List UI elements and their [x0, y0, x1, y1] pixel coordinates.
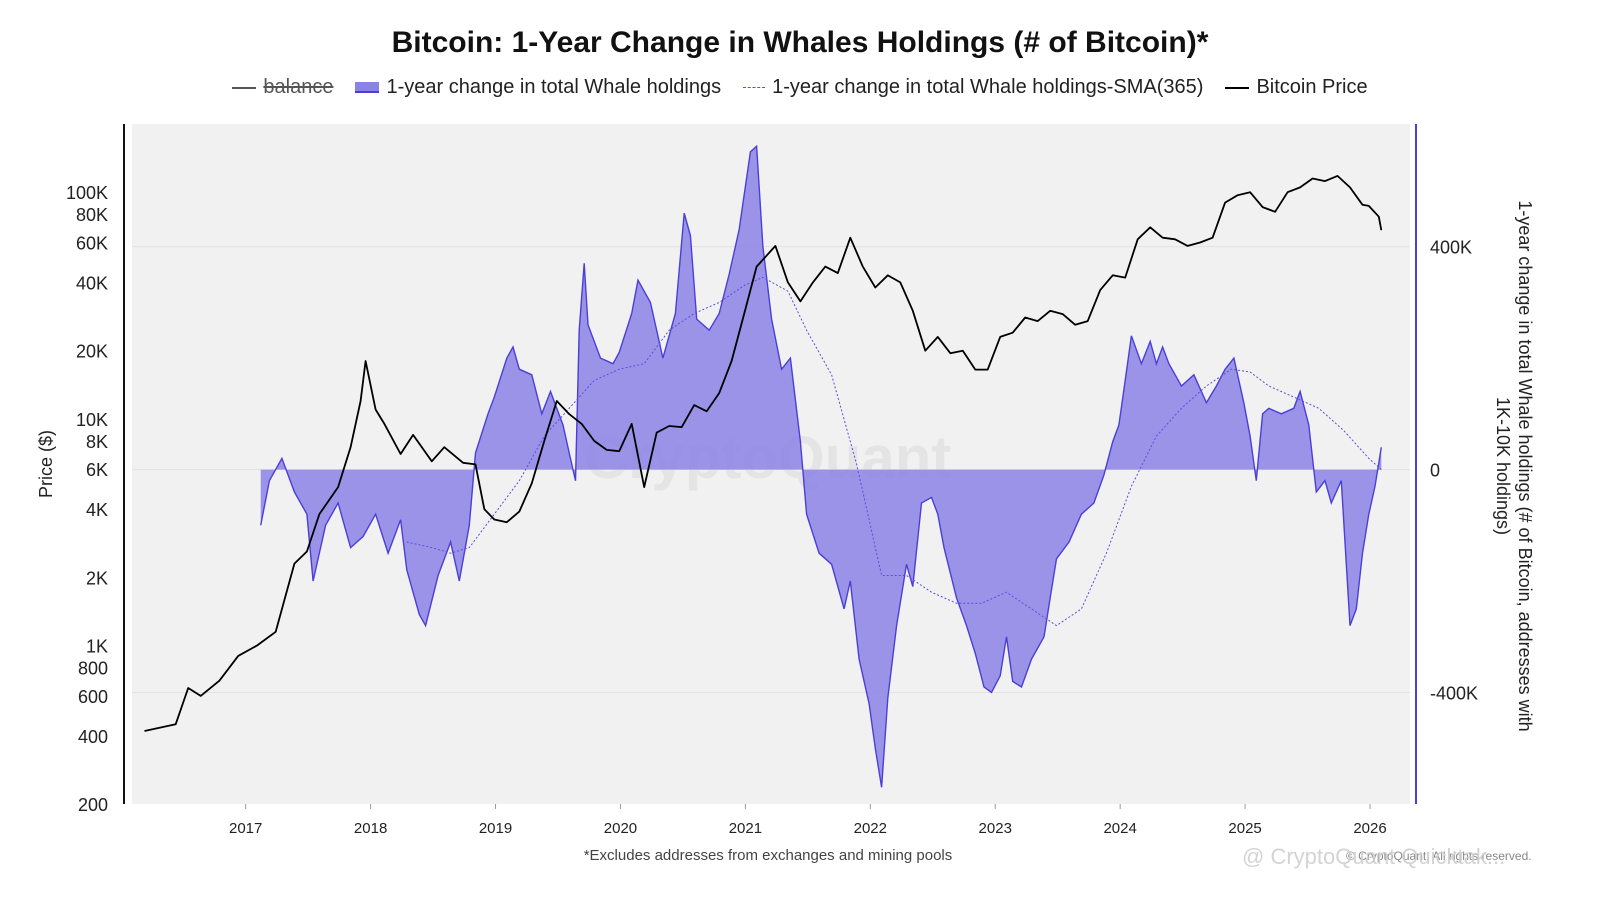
- left-tick-label: 600: [78, 687, 108, 707]
- left-tick-label: 20K: [76, 342, 108, 362]
- x-tick-label: 2017: [229, 820, 262, 837]
- left-tick-label: 4K: [86, 500, 108, 520]
- left-tick-label: 200: [78, 795, 108, 815]
- legend: balance 1-year change in total Whale hol…: [0, 76, 1600, 99]
- whale-change-line: [260, 144, 1382, 788]
- x-tick-label: 2022: [854, 820, 887, 837]
- x-tick-label: 2020: [604, 820, 637, 837]
- overlay-watermark: @ CryptoQuant Quicktak...: [1242, 844, 1505, 869]
- left-tick-label: 100K: [66, 183, 108, 203]
- left-tick-label: 80K: [76, 205, 108, 225]
- legend-item-whale-sma[interactable]: 1-year change in total Whale holdings-SM…: [743, 76, 1203, 99]
- left-tick-label: 8K: [86, 432, 108, 452]
- legend-label: 1-year change in total Whale holdings-SM…: [772, 76, 1204, 98]
- whale-sma-line: [406, 276, 1382, 627]
- left-tick-label: 2K: [86, 568, 108, 588]
- left-tick-label: 400: [78, 727, 108, 747]
- legend-swatch-line: [232, 86, 257, 89]
- bitcoin-price-line: [144, 174, 1383, 732]
- left-tick-label: 1K: [86, 637, 108, 657]
- left-tick-label: 800: [78, 659, 108, 679]
- legend-swatch-line: [1225, 86, 1250, 89]
- x-axis-ticks: 2017 2018 2019 2020 2021 2022 2023 2024 2025 2026: [229, 804, 1387, 837]
- copyright: © CryptoQuant. All rights reserved.: [1346, 849, 1532, 863]
- left-tick-label: 40K: [76, 273, 108, 293]
- right-axis-label-line-1: 1-year change in total Whale holdings (#…: [1515, 200, 1535, 731]
- x-tick-label: 2025: [1228, 820, 1261, 837]
- legend-label: Bitcoin Price: [1256, 76, 1368, 98]
- legend-item-bitcoin-price[interactable]: Bitcoin Price: [1225, 76, 1368, 99]
- price-layer: [144, 174, 1383, 732]
- legend-label: balance: [263, 76, 334, 98]
- x-tick-label: 2019: [479, 820, 512, 837]
- x-tick-label: 2018: [354, 820, 387, 837]
- left-tick-label: 60K: [76, 234, 108, 254]
- x-tick-label: 2023: [979, 820, 1012, 837]
- x-tick-label: 2024: [1103, 820, 1136, 837]
- legend-item-balance[interactable]: balance: [232, 76, 333, 99]
- chart-title: Bitcoin: 1-Year Change in Whales Holding…: [391, 26, 1209, 59]
- legend-item-whale-change[interactable]: 1-year change in total Whale holdings: [355, 76, 721, 99]
- right-axis-label: 1-year change in total Whale holdings (#…: [1493, 200, 1535, 731]
- x-tick-label: 2026: [1353, 820, 1386, 837]
- footnote: *Excludes addresses from exchanges and m…: [584, 847, 953, 864]
- right-tick-label: 400K: [1430, 238, 1472, 258]
- legend-swatch-dashed-line: [743, 87, 766, 88]
- left-axis-label: Price ($): [36, 430, 56, 498]
- right-tick-label: 0: [1430, 461, 1440, 481]
- right-axis-ticks: 400K 0 -400K: [1430, 238, 1478, 704]
- legend-label: 1-year change in total Whale holdings: [386, 76, 722, 98]
- right-tick-label: -400K: [1430, 684, 1478, 704]
- left-tick-label: 6K: [86, 460, 108, 480]
- area-layer: [260, 144, 1382, 788]
- whale-change-area: [260, 146, 1382, 788]
- right-axis-label-line-2: 1K-10K holdings): [1493, 397, 1513, 535]
- legend-swatch-area: [355, 82, 380, 93]
- x-tick-label: 2021: [729, 820, 762, 837]
- left-tick-label: 10K: [76, 410, 108, 430]
- sma-layer: [406, 276, 1382, 627]
